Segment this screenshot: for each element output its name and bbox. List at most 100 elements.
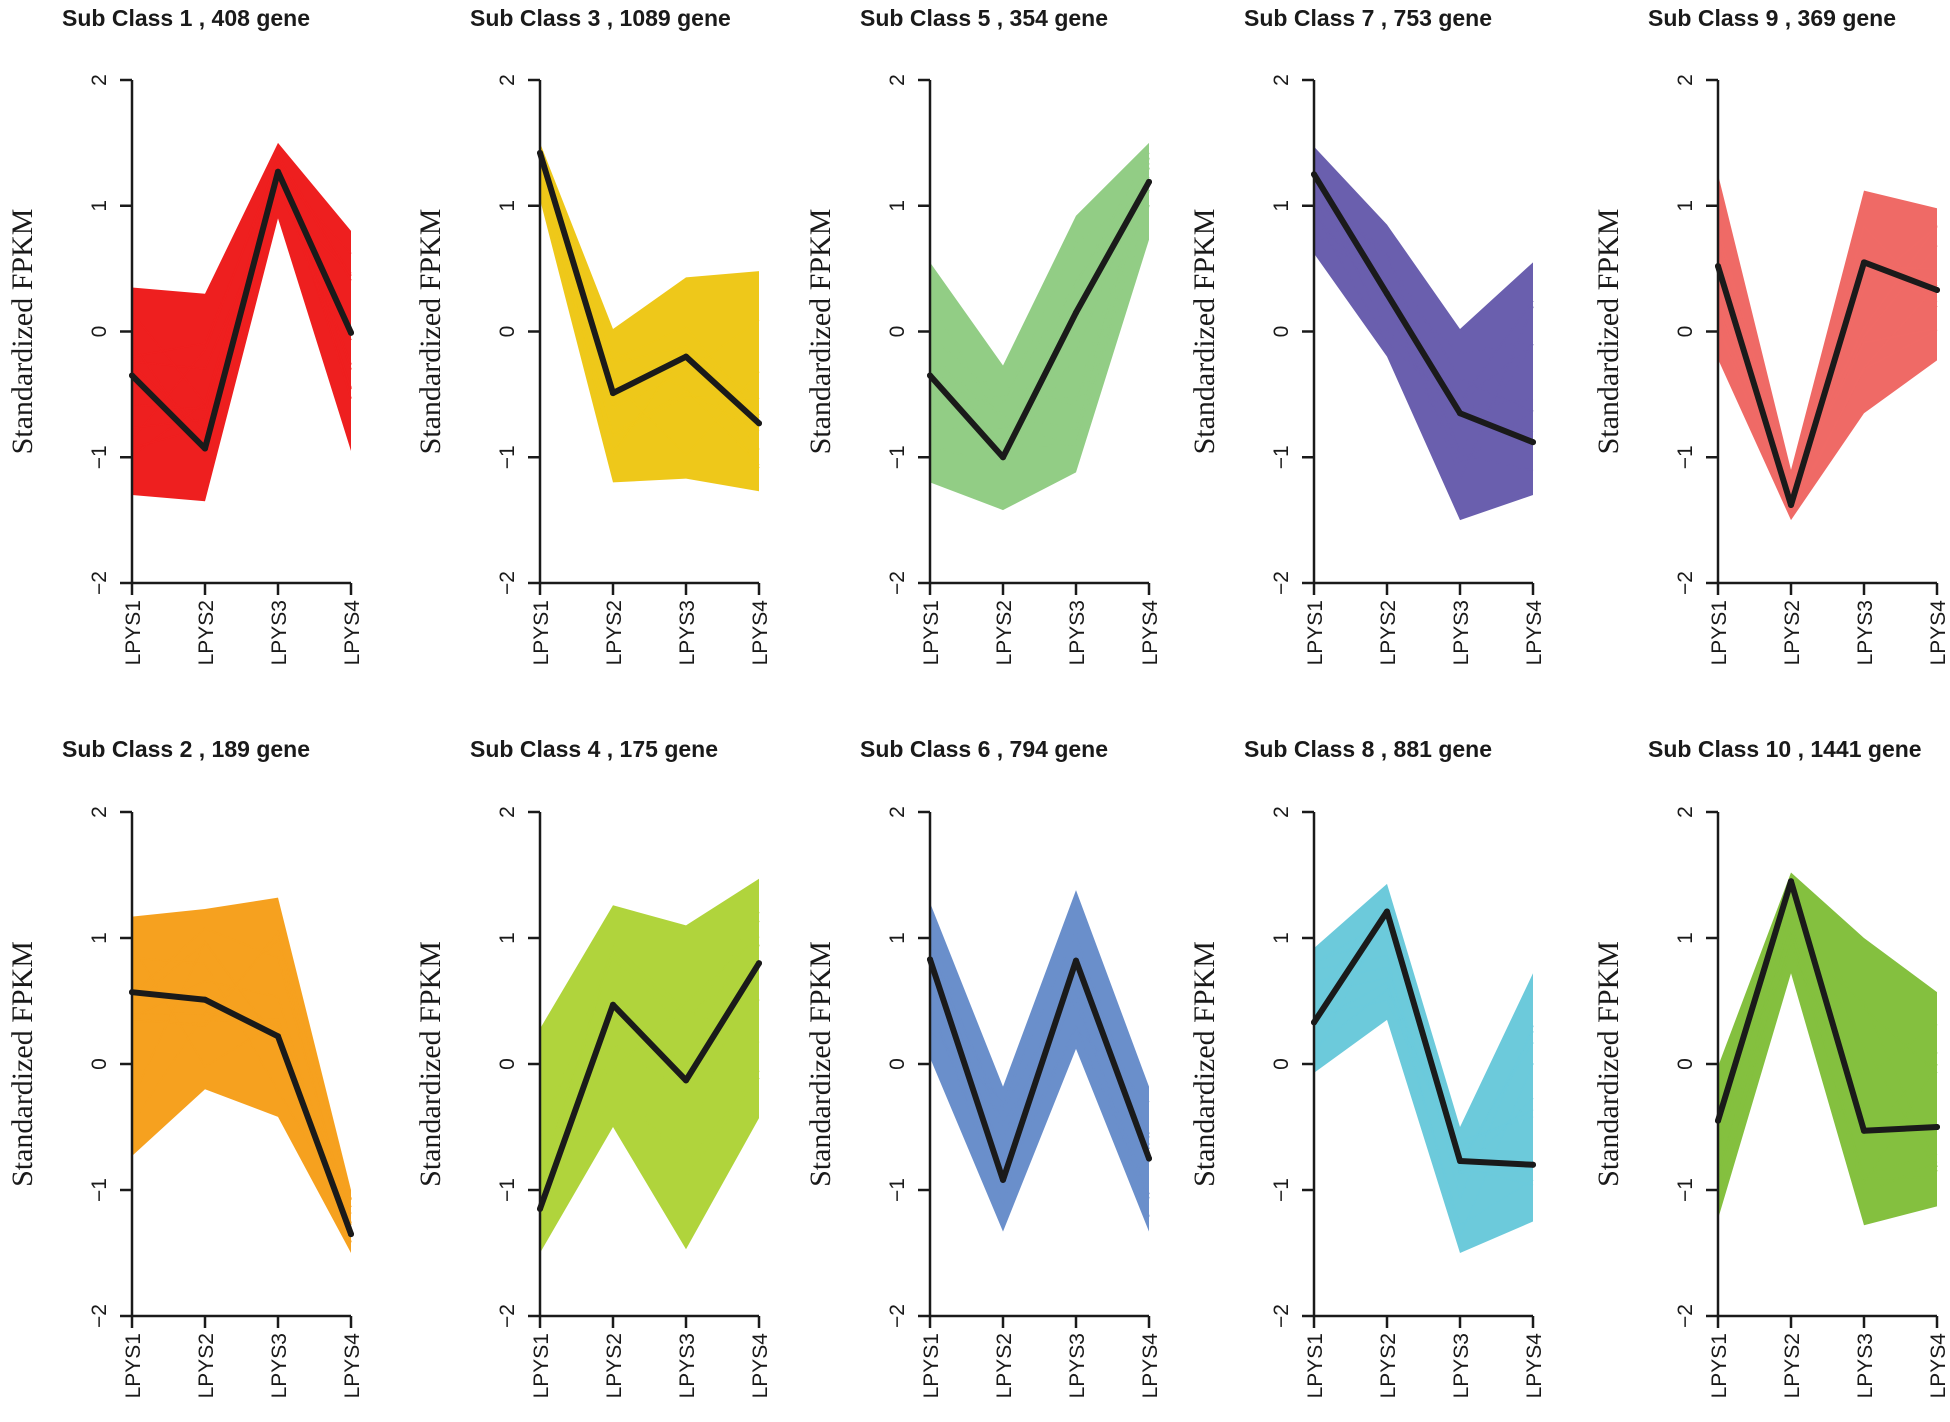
x-tick-label: LPYS3 [1450, 600, 1473, 665]
x-tick-label: LPYS3 [1450, 1333, 1473, 1398]
x-tick-label: LPYS2 [993, 600, 1016, 665]
y-tick-label: −2 [886, 571, 909, 595]
y-tick-label: 0 [88, 326, 111, 338]
centroid-point [1457, 1158, 1463, 1165]
x-tick-label: LPYS4 [1139, 1333, 1162, 1399]
y-tick-label: 0 [1674, 326, 1697, 338]
y-tick-label: −1 [88, 1178, 111, 1202]
y-tick-label: 1 [886, 932, 909, 944]
panel-subclass-1: Sub Class 1 , 408 gene Standardized FPKM −… [6, 5, 364, 665]
y-tick-label: −2 [886, 1304, 909, 1328]
centroid-line [1715, 878, 1940, 1134]
centroid-line [1715, 259, 1940, 509]
y-axis-label: Standardized FPKM [1188, 209, 1221, 455]
x-tick-label: LPYS3 [1066, 1333, 1089, 1398]
centroid-line [129, 168, 354, 452]
y-axis-label: Standardized FPKM [6, 941, 39, 1187]
x-tick-label: LPYS3 [676, 1333, 699, 1398]
x-tick-label: LPYS3 [1854, 1333, 1877, 1398]
x-tick-label: LPYS1 [1304, 1333, 1327, 1398]
y-tick-label: 2 [886, 74, 909, 86]
y-tick-label: −1 [88, 445, 111, 469]
y-tick-label: 2 [1674, 806, 1697, 818]
y-tick-label: 1 [1270, 932, 1293, 944]
x-tick-label: LPYS4 [341, 600, 364, 666]
gene-profile-line [1717, 237, 1938, 490]
centroid-point [129, 372, 135, 379]
y-tick-label: −2 [1674, 1304, 1697, 1328]
gene-profile-line [131, 162, 352, 405]
panel-subclass-7: Sub Class 7 , 753 gene Standardized FPKM −… [1188, 5, 1546, 665]
y-tick-label: 2 [88, 74, 111, 86]
gene-profile-line [929, 176, 1150, 452]
centroid-point [1530, 439, 1536, 446]
centroid-point [1788, 878, 1794, 885]
panel-title: Sub Class 7 , 753 gene [1244, 5, 1492, 31]
gene-profile-line [1313, 976, 1534, 1227]
centroid-point [348, 1231, 354, 1238]
centroid-point [1146, 1155, 1152, 1162]
y-tick-label: 1 [496, 200, 519, 212]
centroid-point [683, 1077, 689, 1084]
gene-profile-line [1717, 226, 1938, 508]
centroid-point [129, 989, 135, 996]
centroid-point [610, 390, 616, 397]
gene-profile-line [1313, 212, 1534, 409]
centroid-point [275, 168, 281, 175]
x-tick-label: LPYS4 [749, 1333, 772, 1399]
x-tick-label: LPYS1 [530, 1333, 553, 1398]
y-tick-label: −2 [88, 571, 111, 595]
x-tick-label: LPYS1 [920, 1333, 943, 1398]
x-tick-label: LPYS2 [603, 600, 626, 665]
gene-profile-line [131, 156, 352, 441]
y-tick-label: 1 [886, 200, 909, 212]
y-axis-label: Standardized FPKM [414, 941, 447, 1187]
centroid-point [1861, 259, 1867, 266]
x-tick-label: LPYS1 [1708, 1333, 1731, 1398]
centroid-point [1457, 410, 1463, 417]
panel-title: Sub Class 2 , 189 gene [62, 736, 310, 762]
centroid-line [1311, 908, 1536, 1168]
panel-title: Sub Class 9 , 369 gene [1648, 5, 1896, 31]
panel-title: Sub Class 10 , 1441 gene [1648, 736, 1922, 762]
panel-subclass-4: Sub Class 4 , 175 gene Standardized FPKM −… [414, 736, 772, 1398]
centroid-point [1000, 454, 1006, 461]
centroid-point [537, 1205, 543, 1212]
y-tick-label: 2 [496, 806, 519, 818]
gene-profile-line [539, 935, 760, 1106]
gene-profile-line [929, 152, 1150, 402]
y-tick-label: 0 [1674, 1058, 1697, 1070]
y-tick-label: 0 [88, 1058, 111, 1070]
y-tick-label: 0 [496, 326, 519, 338]
centroid-point [275, 1033, 281, 1040]
centroid-point [1073, 309, 1079, 316]
y-axis-label: Standardized FPKM [1592, 941, 1625, 1187]
y-tick-label: 1 [496, 932, 519, 944]
centroid-point [1384, 290, 1390, 297]
x-tick-label: LPYS2 [1377, 600, 1400, 665]
gene-profile-line [1313, 220, 1534, 404]
y-tick-label: 2 [88, 806, 111, 818]
panel-title: Sub Class 1 , 408 gene [62, 5, 310, 31]
gene-profile-line [1313, 981, 1534, 1187]
gene-profile-band [930, 142, 1149, 511]
centroid-point [1000, 1176, 1006, 1183]
y-tick-label: −1 [886, 445, 909, 469]
gene-profile-line [1717, 938, 1938, 1202]
gene-profile-band [1314, 146, 1533, 521]
y-tick-label: −2 [1270, 571, 1293, 595]
centroid-point [1788, 502, 1794, 509]
gene-profile-line [1717, 886, 1938, 1187]
x-tick-label: LPYS4 [1927, 1333, 1950, 1399]
centroid-line [927, 178, 1152, 461]
gene-profile-line [1313, 211, 1534, 465]
panel-title: Sub Class 6 , 794 gene [860, 736, 1108, 762]
gene-profile-line [1313, 201, 1534, 483]
gene-profile-line [131, 956, 352, 1215]
panel-subclass-10: Sub Class 10 , 1441 gene Standardized FPK… [1592, 736, 1950, 1398]
y-tick-label: 1 [1270, 200, 1293, 212]
centroid-line [927, 956, 1152, 1183]
gene-profile-line [929, 162, 1150, 431]
panel-title: Sub Class 8 , 881 gene [1244, 736, 1492, 762]
